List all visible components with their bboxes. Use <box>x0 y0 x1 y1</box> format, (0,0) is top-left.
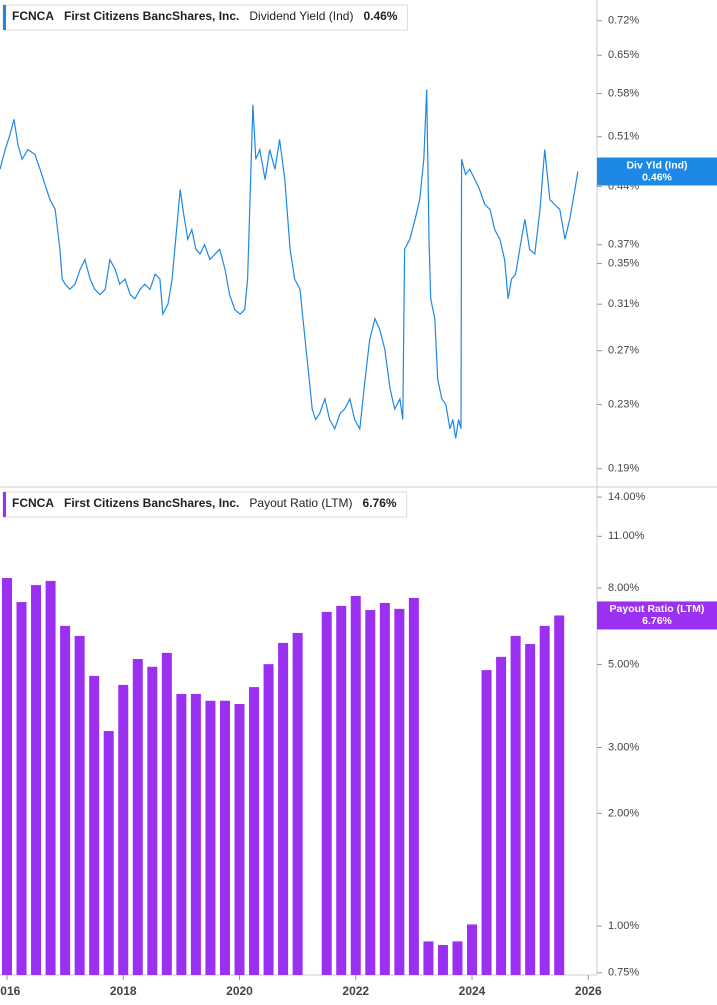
bar <box>481 670 492 975</box>
legend-accent <box>3 492 6 517</box>
bar <box>467 924 478 975</box>
bar <box>74 635 85 975</box>
value-badge <box>597 157 717 186</box>
y-tick-label: 0.58% <box>608 87 639 99</box>
y-tick-label: 0.65% <box>608 49 639 61</box>
bar <box>176 693 187 975</box>
legend-series-name: Payout Ratio (LTM) <box>249 496 352 510</box>
bar <box>31 585 42 975</box>
badge-value: 0.46% <box>642 171 672 183</box>
y-tick-label: 0.72% <box>608 15 639 27</box>
bar <box>45 580 56 975</box>
bar <box>147 666 158 975</box>
bar <box>219 700 230 975</box>
x-tick-label: 2026 <box>575 984 602 998</box>
bar <box>89 675 100 975</box>
y-tick-label: 0.51% <box>608 131 639 143</box>
badge-label: Div Yld (Ind) <box>626 159 687 171</box>
y-tick-label: 0.23% <box>608 398 639 410</box>
bar <box>132 659 143 975</box>
legend-company: First Citizens BancShares, Inc. <box>64 496 239 510</box>
bar <box>379 602 390 975</box>
bar <box>60 625 71 975</box>
bar <box>554 615 565 975</box>
legend-ticker: FCNCA <box>12 9 54 23</box>
bar <box>1 578 12 975</box>
bar <box>336 605 347 975</box>
bar <box>321 611 332 975</box>
x-tick-label: 2020 <box>226 984 253 998</box>
bar <box>263 664 274 975</box>
y-tick-label: 14.00% <box>608 491 646 503</box>
y-tick-label: 0.27% <box>608 345 639 357</box>
y-tick-label: 5.00% <box>608 658 639 670</box>
bar <box>205 700 216 975</box>
bar <box>539 625 550 975</box>
y-tick-label: 8.00% <box>608 582 639 594</box>
value-badge <box>597 601 717 630</box>
x-tick-label: 2022 <box>342 984 369 998</box>
bar <box>234 704 245 975</box>
y-tick-label: 2.00% <box>608 807 639 819</box>
bar <box>496 656 507 975</box>
bar <box>16 602 27 975</box>
y-tick-label: 0.75% <box>608 967 639 979</box>
y-tick-label: 0.19% <box>608 463 639 475</box>
bar <box>525 644 536 975</box>
bar <box>365 610 376 975</box>
bar <box>292 632 303 975</box>
y-tick-label: 0.37% <box>608 239 639 251</box>
legend-company: First Citizens BancShares, Inc. <box>64 9 239 23</box>
bar <box>394 608 405 975</box>
bar <box>278 642 289 975</box>
bar <box>118 684 129 975</box>
legend-accent <box>3 5 6 30</box>
legend-ticker: FCNCA <box>12 496 54 510</box>
bar <box>423 941 434 975</box>
legend-box <box>2 491 408 518</box>
bar <box>190 693 201 975</box>
bar <box>452 941 463 975</box>
bar <box>437 945 448 975</box>
legend-value: 6.76% <box>363 496 397 510</box>
y-tick-label: 11.00% <box>608 530 645 542</box>
x-tick-label: 2016 <box>0 984 21 998</box>
legend-value: 0.46% <box>363 9 397 23</box>
line <box>0 89 579 439</box>
bar <box>103 731 114 975</box>
y-tick-label: 0.31% <box>608 298 639 310</box>
y-tick-label: 3.00% <box>608 741 639 753</box>
badge-label: Payout Ratio (LTM) <box>610 603 705 615</box>
y-tick-label: 0.35% <box>608 257 639 269</box>
bar <box>408 597 419 975</box>
bar <box>510 635 521 975</box>
bar <box>350 595 361 975</box>
bar <box>161 652 172 975</box>
legend-series-name: Dividend Yield (Ind) <box>249 9 353 23</box>
y-tick-label: 1.00% <box>608 920 639 932</box>
x-tick-label: 2024 <box>459 984 486 998</box>
badge-value: 6.76% <box>642 615 672 627</box>
bar <box>249 687 260 975</box>
x-tick-label: 2018 <box>110 984 137 998</box>
